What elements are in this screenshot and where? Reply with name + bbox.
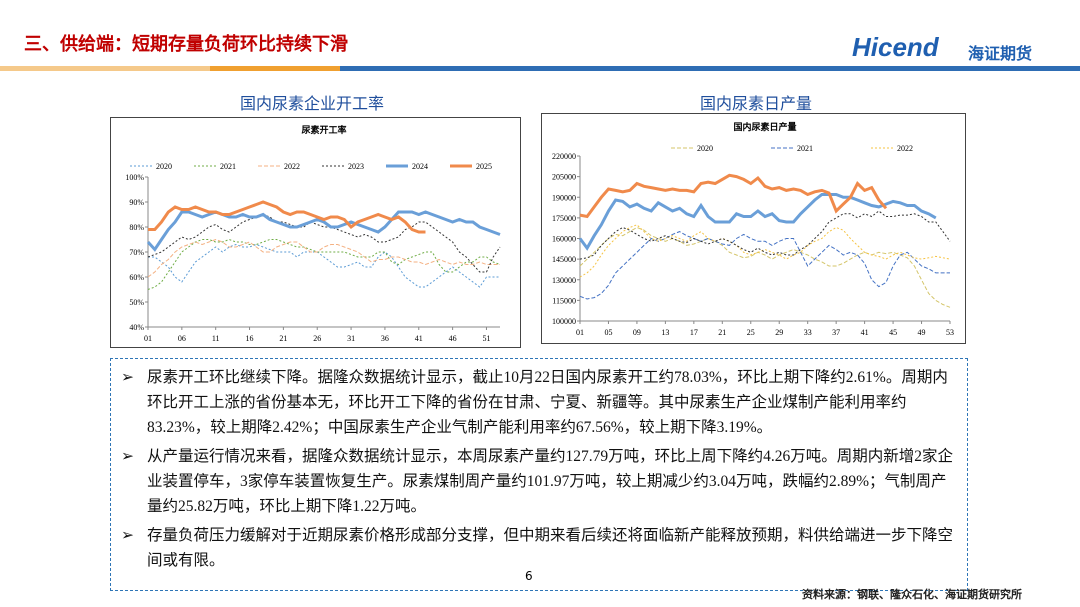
x-tick-label: 41: [861, 328, 869, 337]
legend-label: 2020: [697, 144, 713, 153]
x-tick-label: 49: [918, 328, 926, 337]
y-tick-label: 145000: [552, 255, 576, 264]
x-tick-label: 51: [482, 334, 490, 343]
chart-title: 国内尿素日产量: [733, 121, 796, 132]
y-tick-label: 205000: [552, 173, 576, 182]
y-tick-label: 115000: [552, 296, 576, 305]
series-line: [579, 210, 951, 260]
y-tick-label: 100000: [552, 317, 576, 326]
series-line: [579, 224, 951, 278]
x-tick-label: 46: [449, 334, 457, 343]
chart-frame: [541, 113, 966, 344]
legend-label: 2022: [284, 162, 300, 171]
y-tick-label: 50%: [129, 298, 144, 307]
x-tick-label: 21: [718, 328, 726, 337]
y-tick-label: 60%: [129, 273, 144, 282]
series-line: [579, 226, 951, 308]
x-tick-label: 37: [832, 328, 840, 337]
chart-heading: 国内尿素企业开工率: [240, 94, 385, 113]
series-line: [148, 200, 426, 234]
stripe: [210, 66, 340, 71]
y-tick-label: 160000: [552, 235, 576, 244]
x-tick-label: 41: [415, 334, 423, 343]
legend-label: 2025: [476, 162, 492, 171]
series-line: [578, 193, 937, 251]
bullet: ➢ 尿素开工环比继续下降。据隆众数据统计显示，截止10月22日国内尿素开工约78.…: [121, 365, 959, 440]
y-tick-label: 130000: [552, 276, 576, 285]
logo-cn: 海证期货: [968, 44, 1033, 63]
x-tick-label: 26: [313, 334, 321, 343]
legend-label: 2020: [156, 162, 172, 171]
y-tick-label: 40%: [129, 323, 144, 332]
legend-label: 2023: [348, 162, 364, 171]
y-tick-label: 90%: [129, 198, 144, 207]
chart: 尿素开工率 40% 50% 60% 70% 80% 90% 100% 01 06 11 16 21 26 3…: [110, 117, 521, 348]
stripe: [0, 66, 210, 71]
bullet-text: 从产量运行情况来看，据隆众数据统计显示，本周尿素产量约127.79万吨，环比上周…: [147, 448, 954, 515]
series-line: [579, 231, 950, 300]
series-line: [147, 213, 501, 273]
x-tick-label: 01: [144, 334, 152, 343]
logo: Hicend: [852, 32, 939, 62]
x-tick-label: 45: [889, 328, 897, 337]
legend-label: 2022: [897, 144, 913, 153]
chart: 国内尿素日产量100000115000130000145000160000175…: [541, 113, 966, 344]
y-tick-label: 190000: [552, 193, 576, 202]
y-tick-label: 70%: [129, 248, 144, 257]
chart-frame: [110, 117, 521, 348]
bullet: ➢ 从产量运行情况来看，据隆众数据统计显示，本周尿素产量约127.79万吨，环比上…: [121, 444, 959, 519]
y-tick-label: 175000: [552, 214, 576, 223]
chart-title: 尿素开工率: [301, 124, 346, 135]
x-tick-label: 53: [946, 328, 954, 337]
legend-label: 2024: [412, 162, 428, 171]
page-number: 6: [525, 569, 533, 583]
x-tick-label: 17: [690, 328, 698, 337]
x-tick-label: 06: [178, 334, 186, 343]
bullet: ➢ 存量负荷压力缓解对于近期尿素价格形成部分支撑，但中期来看后续还将面临新产能释放…: [121, 523, 959, 573]
series-line: [148, 243, 500, 288]
bullet-text: 存量负荷压力缓解对于近期尿素价格形成部分支撑，但中期来看后续还将面临新产能释放预…: [147, 527, 954, 569]
x-tick-label: 01: [576, 328, 584, 337]
x-tick-label: 21: [279, 334, 287, 343]
y-tick-label: 80%: [129, 223, 144, 232]
x-tick-label: 31: [347, 334, 355, 343]
legend-label: 2021: [797, 144, 813, 153]
chart-heading: 国内尿素日产量: [700, 94, 813, 113]
bullet-text: 尿素开工环比继续下降。据隆众数据统计显示，截止10月22日国内尿素开工约78.0…: [147, 369, 948, 436]
x-tick-label: 13: [661, 328, 669, 337]
x-tick-label: 09: [633, 328, 641, 337]
legend-label: 2021: [220, 162, 236, 171]
series-line: [146, 210, 501, 252]
x-tick-label: 05: [604, 328, 612, 337]
stripe: [340, 66, 1080, 71]
x-tick-label: 11: [212, 334, 220, 343]
x-tick-label: 33: [804, 328, 812, 337]
slide-title: 三、供给端：短期存量负荷环比持续下滑: [24, 34, 348, 55]
y-tick-label: 100%: [125, 173, 144, 182]
source: 资料来源：钢联、隆众石化、海证期货研究所: [802, 588, 1022, 601]
series-line: [147, 238, 501, 290]
series-line: [579, 173, 888, 219]
x-tick-label: 25: [747, 328, 755, 337]
text-box: ➢ 尿素开工环比继续下降。据隆众数据统计显示，截止10月22日国内尿素开工约78.…: [110, 358, 968, 591]
x-tick-label: 16: [246, 334, 254, 343]
y-tick-label: 220000: [552, 152, 576, 161]
x-tick-label: 36: [381, 334, 389, 343]
x-tick-label: 29: [775, 328, 783, 337]
